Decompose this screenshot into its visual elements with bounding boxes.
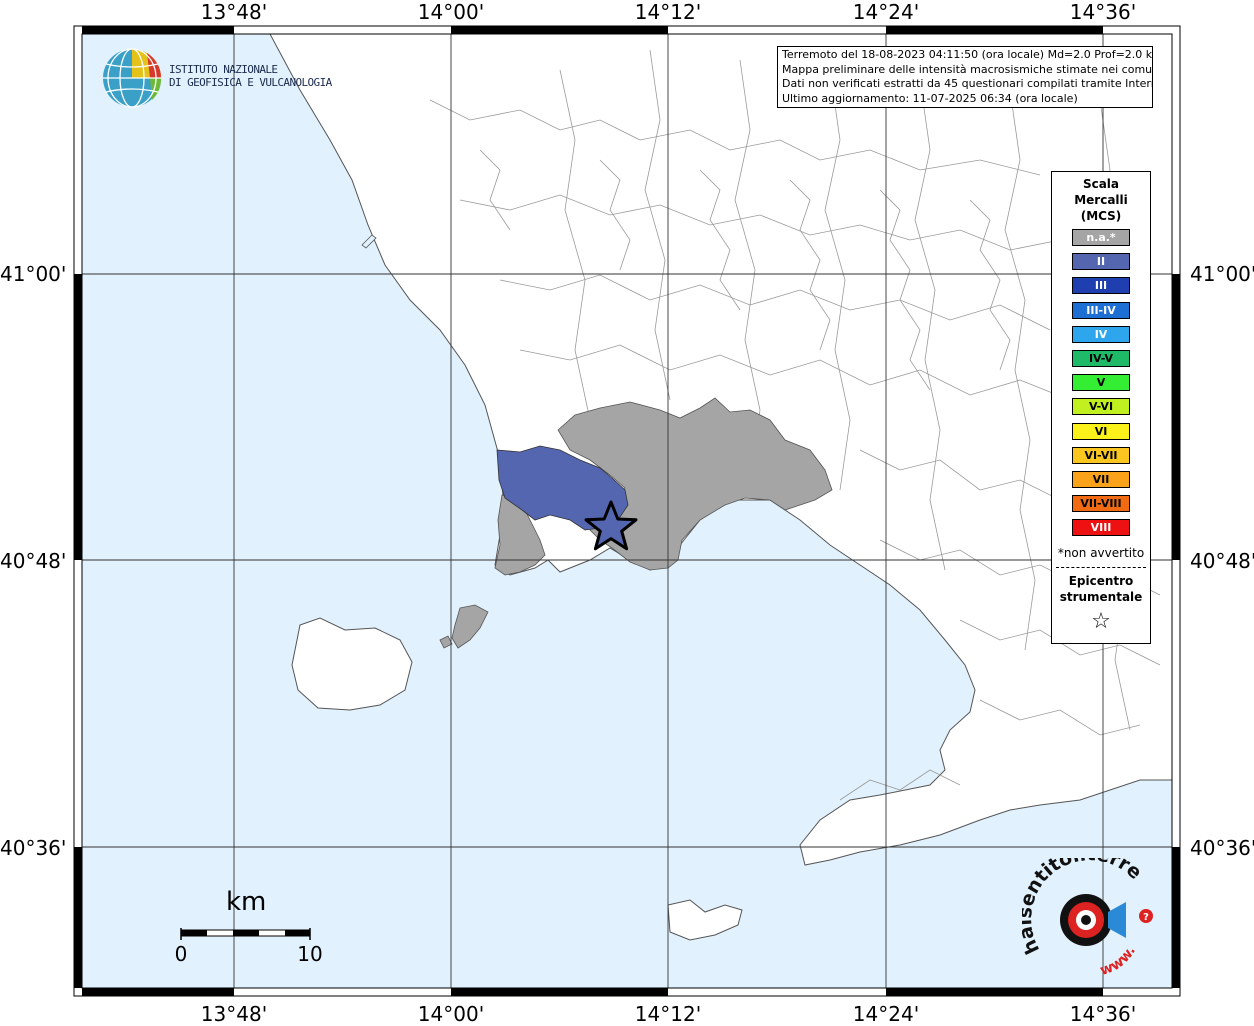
- legend-item: II: [1072, 253, 1130, 271]
- island-capri: [667, 899, 743, 941]
- coastal-lagoon: [361, 234, 377, 249]
- ingv-text-line1: ISTITUTO NAZIONALE: [169, 63, 278, 76]
- svg-text:?: ?: [1143, 912, 1149, 923]
- legend-item: IV: [1072, 325, 1130, 343]
- legend-item: III-IV: [1072, 301, 1130, 319]
- legend-item: VII: [1072, 471, 1130, 488]
- legend-item: VI-VII: [1072, 446, 1130, 464]
- epicenter-star: [584, 500, 638, 551]
- scale-bar: [180, 928, 311, 940]
- svg-text:www.: www.: [1098, 943, 1139, 978]
- scale-bar-min: 0: [174, 942, 188, 966]
- legend-title: Scala Mercalli (MCS): [1052, 176, 1150, 224]
- info-line-4: Ultimo aggiornamento: 11-07-2025 06:34 (…: [782, 91, 1078, 105]
- lon-label-bottom-1: 13°48': [200, 1002, 268, 1026]
- legend-item: IV-V: [1072, 350, 1130, 367]
- legend-item: VIII: [1072, 519, 1130, 537]
- intensity-legend: Scala Mercalli (MCS) n.a.* II III III-IV IV I…: [1051, 171, 1151, 644]
- lon-label-top-5: 14°36': [1069, 0, 1137, 24]
- lon-label-bottom-3: 14°12': [634, 1002, 702, 1026]
- ingv-globe-logo: [103, 48, 162, 108]
- lat-label-right-3: 40°36': [1190, 836, 1254, 860]
- legend-note: *non avvertito: [1057, 546, 1145, 560]
- islet-vivara: [439, 635, 453, 649]
- island-procida: [451, 604, 489, 649]
- lon-label-bottom-5: 14°36': [1069, 1002, 1137, 1026]
- info-line-2: Mappa preliminare delle intensità macros…: [782, 62, 1153, 76]
- legend-title-line1: Scala: [1082, 177, 1120, 191]
- lat-label-right-2: 40°48': [1190, 549, 1254, 573]
- info-line-1: Terremoto del 18-08-2023 04:11:50 (ora l…: [782, 48, 1153, 61]
- legend-item: V-VI: [1072, 398, 1130, 416]
- lon-label-top-2: 14°00': [417, 0, 485, 24]
- legend-star-icon: ☆: [1091, 609, 1111, 634]
- lat-label-left-1: 41°00': [0, 262, 67, 286]
- lon-label-top-3: 14°12': [634, 0, 702, 24]
- legend-epicenter-line2: strumentale: [1059, 590, 1143, 604]
- ingv-text-line2: DI GEOFISICA E VULCANOLOGIA: [169, 76, 332, 89]
- event-info-box: Terremoto del 18-08-2023 04:11:50 (ora l…: [777, 46, 1153, 108]
- lon-label-bottom-4: 14°24': [852, 1002, 920, 1026]
- scale-bar-unit: km: [226, 887, 267, 917]
- lat-label-left-2: 40°48': [0, 549, 67, 573]
- lat-label-left-3: 40°36': [0, 836, 67, 860]
- lon-label-top-1: 13°48': [200, 0, 268, 24]
- legend-epicenter-line1: Epicentro: [1068, 574, 1134, 588]
- legend-epicenter-label: Epicentro strumentale: [1052, 573, 1150, 605]
- legend-item: n.a.*: [1072, 229, 1130, 246]
- scale-bar-max: 10: [297, 942, 323, 966]
- legend-item: III: [1072, 277, 1130, 295]
- lon-label-bottom-2: 14°00': [417, 1002, 485, 1026]
- lon-label-top-4: 14°24': [852, 0, 920, 24]
- lat-label-right-1: 41°00': [1190, 262, 1254, 286]
- ingv-logo-text: ISTITUTO NAZIONALE DI GEOFISICA E VULCAN…: [169, 63, 332, 89]
- legend-separator: [1056, 567, 1146, 568]
- municipal-borders: [429, 49, 1161, 801]
- island-ischia: [291, 617, 413, 711]
- map-frame: [73, 25, 1181, 997]
- legend-item: V: [1072, 374, 1130, 392]
- hai-sentito-logo: haisentitoilterremoto.it www. ?: [1022, 858, 1153, 978]
- info-line-3: Dati non verificati estratti da 45 quest…: [782, 77, 1153, 90]
- hst-logo-www: www.: [1098, 943, 1139, 978]
- legend-item: VII-VIII: [1072, 495, 1130, 513]
- legend-title-line2: Mercalli: [1074, 193, 1128, 207]
- intensity-na-promontory: [494, 494, 546, 576]
- legend-title-line3: (MCS): [1080, 209, 1122, 223]
- legend-item: VI: [1072, 422, 1130, 440]
